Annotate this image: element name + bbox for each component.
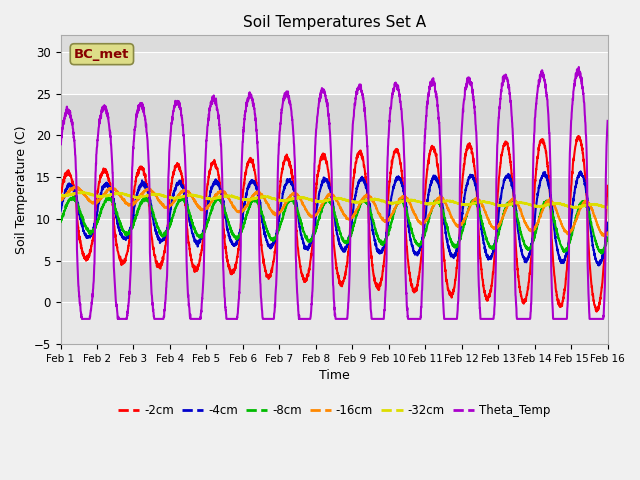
Title: Soil Temperatures Set A: Soil Temperatures Set A — [243, 15, 426, 30]
Bar — [61, 261, 607, 302]
Bar — [61, 94, 607, 135]
Bar — [61, 177, 607, 219]
Text: BC_met: BC_met — [74, 48, 129, 60]
Y-axis label: Soil Temperature (C): Soil Temperature (C) — [15, 125, 28, 254]
Bar — [61, 219, 607, 261]
Legend: -2cm, -4cm, -8cm, -16cm, -32cm, Theta_Temp: -2cm, -4cm, -8cm, -16cm, -32cm, Theta_Te… — [113, 399, 555, 421]
X-axis label: Time: Time — [319, 369, 349, 382]
Bar — [61, 135, 607, 177]
Bar — [61, 52, 607, 94]
Bar — [61, 302, 607, 344]
